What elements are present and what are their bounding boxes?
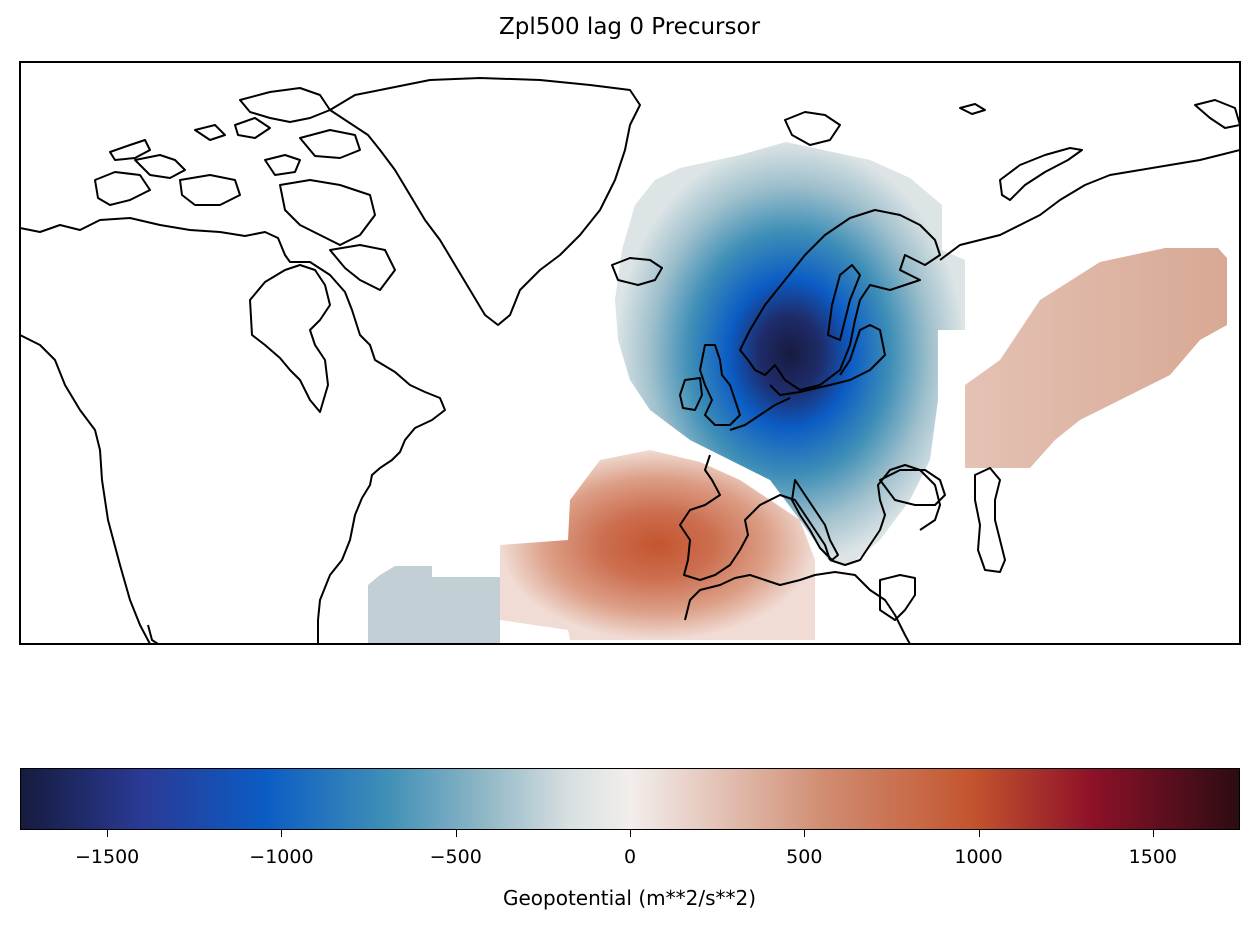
coast-arctic-island-2 [94,171,151,206]
coast-greenland [329,77,641,326]
colorbar-tick-label: −1000 [249,846,314,868]
colorbar-tick-label: 1000 [954,846,1003,868]
coast-great-britain [699,344,741,426]
coast-arctic-island-9 [279,179,376,246]
colorbar-tick-label: −500 [429,846,482,868]
colorbar-tick-label: 0 [623,846,637,868]
coast-svalbard [784,111,841,146]
coast-arctic-island-8 [264,154,301,176]
coast-baja [147,624,159,644]
coast-arctic-island-3 [134,154,186,179]
map-frame [19,61,1241,645]
anomaly-central-asia-high [965,248,1227,468]
colorbar-tick-label: −1500 [75,846,140,868]
coast-baltic [827,264,861,341]
coast-arabia [879,574,916,621]
coast-black-sea [879,469,946,506]
coast-arctic-island-1 [109,139,151,161]
coast-siberia [939,149,1240,261]
coast-italy [791,479,839,561]
colorbar-tick [630,830,631,837]
coast-north-africa [684,571,911,644]
coastlines [20,77,1240,644]
colorbar-tick [107,830,109,837]
coast-arctic-island-6 [234,117,271,139]
colorbar-tick [455,830,457,837]
coast-franz-josef [959,103,986,115]
anomaly-scandinavia-low [615,142,965,565]
colorbar-tick-label: 500 [786,846,823,868]
coast-arctic-island-7 [239,87,331,123]
coast-arctic-island-4 [179,174,241,206]
coast-scandinavia [739,209,941,391]
anomaly-iberia-africa-high [500,450,815,640]
anomaly-subtropical-atlantic-low [368,566,500,644]
colorbar-label: Geopotential (m**2/s**2) [502,886,757,910]
colorbar-tick [1152,830,1154,837]
colorbar-tick [978,830,980,837]
coast-arctic-island-10 [299,129,361,159]
coast-pacific-nw [20,334,151,644]
coast-north-america [20,217,446,644]
coast-hudson-bay [249,264,331,413]
coast-iceland [611,257,663,286]
coast-caspian [974,467,1006,573]
coast-severnaya [1194,99,1240,129]
coast-novaya-zemlya [999,147,1083,201]
colorbar-tick [281,830,283,837]
colorbar-tick-label: 1500 [1128,846,1178,868]
coast-baffin [329,244,396,291]
map-title: Zpl500 lag 0 Precursor [498,14,761,40]
coast-ireland [679,377,703,411]
coast-arctic-island-5 [194,124,226,141]
coast-europe [679,324,941,581]
colorbar-tick [804,830,806,837]
colorbar [20,768,1240,830]
